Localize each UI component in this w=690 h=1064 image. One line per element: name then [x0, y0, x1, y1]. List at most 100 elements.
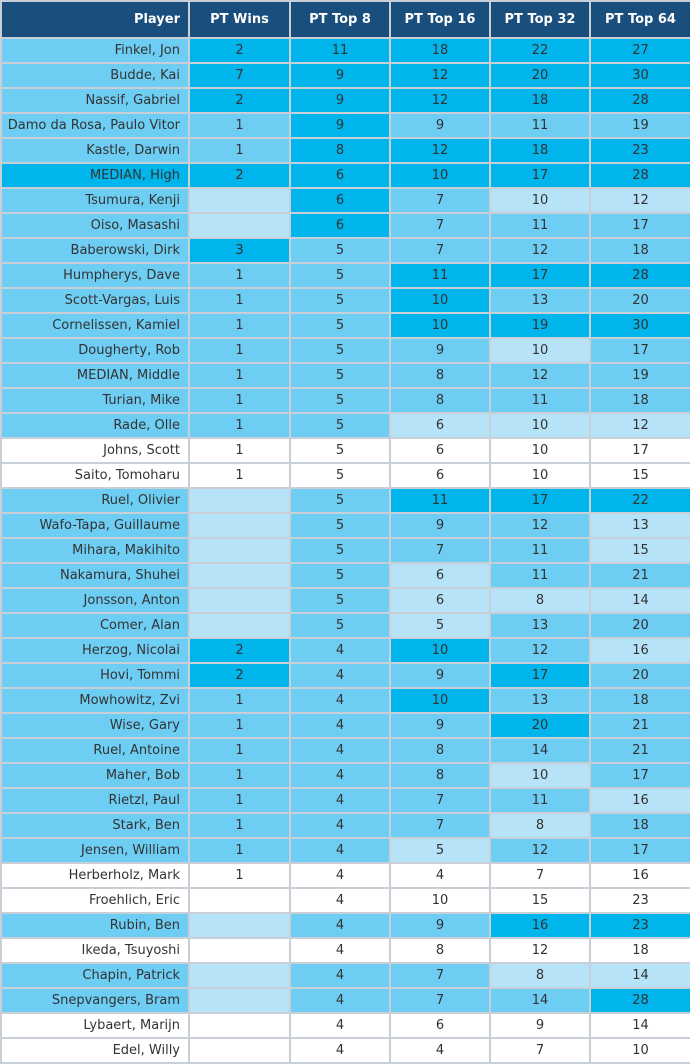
pt-top32-cell: 17 — [489, 262, 591, 289]
pt-top8-cell: 4 — [289, 812, 391, 839]
pt-top64-cell: 20 — [589, 662, 690, 689]
pt-top32-cell: 12 — [489, 937, 591, 964]
pt-top8-cell: 4 — [289, 987, 391, 1014]
pt-top32-cell: 10 — [489, 337, 591, 364]
pt-wins-cell: 1 — [188, 137, 291, 164]
player-name-cell: Stark, Ben — [0, 812, 190, 839]
pt-top64-cell: 21 — [589, 712, 690, 739]
pt-top32-cell: 14 — [489, 987, 591, 1014]
player-column-header[interactable]: Player — [0, 0, 190, 39]
pt-top8-cell: 9 — [289, 62, 391, 89]
table-row: Finkel, Jon 2 11 18 22 27 — [0, 37, 690, 64]
pt-top16-cell: 10 — [389, 312, 491, 339]
table-row: Rietzl, Paul 1 4 7 11 16 — [0, 787, 690, 814]
player-name-cell: Nassif, Gabriel — [0, 87, 190, 114]
pt-top8-cell: 4 — [289, 637, 391, 664]
pt-top8-cell: 5 — [289, 512, 391, 539]
pt-top16-cell: 7 — [389, 962, 491, 989]
pt-wins-cell: 1 — [188, 837, 291, 864]
pt-top8-cell: 4 — [289, 687, 391, 714]
pt-wins-cell: 1 — [188, 312, 291, 339]
pt-top8-cell: 5 — [289, 312, 391, 339]
pt-top32-cell: 9 — [489, 1012, 591, 1039]
pt-top32-cell: 7 — [489, 1037, 591, 1064]
table-row: Johns, Scott 1 5 6 10 17 — [0, 437, 690, 464]
table-row: Oiso, Masashi 6 7 11 17 — [0, 212, 690, 239]
pt-top64-cell: 15 — [589, 537, 690, 564]
pt-top16-cell: 10 — [389, 687, 491, 714]
pt-top32-cell: 12 — [489, 637, 591, 664]
pt-wins-column-header[interactable]: PT Wins — [188, 0, 291, 39]
pt-top16-cell: 12 — [389, 62, 491, 89]
pt-top64-cell: 23 — [589, 137, 690, 164]
player-name-cell: Nakamura, Shuhei — [0, 562, 190, 589]
pt-top64-cell: 16 — [589, 787, 690, 814]
player-name-cell: Herzog, Nicolai — [0, 637, 190, 664]
pt-wins-cell — [188, 962, 291, 989]
pt-top64-cell: 18 — [589, 237, 690, 264]
pt-top8-cell: 4 — [289, 937, 391, 964]
pt-top32-cell: 10 — [489, 187, 591, 214]
player-name-cell: Humpherys, Dave — [0, 262, 190, 289]
pt-top64-cell: 21 — [589, 562, 690, 589]
pt-top64-cell: 22 — [589, 487, 690, 514]
table-row: Ruel, Olivier 5 11 17 22 — [0, 487, 690, 514]
pt-top16-cell: 6 — [389, 587, 491, 614]
pt-top16-cell: 10 — [389, 162, 491, 189]
pt-top8-cell: 5 — [289, 487, 391, 514]
pt-top8-cell: 5 — [289, 612, 391, 639]
player-name-cell: Budde, Kai — [0, 62, 190, 89]
pt-top32-cell: 10 — [489, 437, 591, 464]
pt-top32-cell: 14 — [489, 737, 591, 764]
pt-wins-cell — [188, 987, 291, 1014]
table-row: Maher, Bob 1 4 8 10 17 — [0, 762, 690, 789]
table-row: Jonsson, Anton 5 6 8 14 — [0, 587, 690, 614]
pt-top64-column-header[interactable]: PT Top 64 — [589, 0, 690, 39]
pt-top64-cell: 18 — [589, 812, 690, 839]
pt-wins-cell: 1 — [188, 387, 291, 414]
pt-top8-cell: 5 — [289, 387, 391, 414]
pt-wins-cell — [188, 587, 291, 614]
pt-wins-cell: 1 — [188, 362, 291, 389]
pt-top8-cell: 6 — [289, 162, 391, 189]
pt-top16-cell: 7 — [389, 987, 491, 1014]
table-row: Jensen, William 1 4 5 12 17 — [0, 837, 690, 864]
pt-top8-cell: 6 — [289, 212, 391, 239]
pt-wins-cell — [188, 512, 291, 539]
pt-top8-cell: 4 — [289, 1037, 391, 1064]
pt-top64-cell: 30 — [589, 312, 690, 339]
pt-wins-cell — [188, 887, 291, 914]
player-name-cell: Wise, Gary — [0, 712, 190, 739]
player-name-cell: Ikeda, Tsuyoshi — [0, 937, 190, 964]
player-name-cell: Lybaert, Marijn — [0, 1012, 190, 1039]
pt-top32-cell: 11 — [489, 212, 591, 239]
pt-top32-cell: 13 — [489, 612, 591, 639]
pt-top8-cell: 6 — [289, 187, 391, 214]
pt-top64-cell: 14 — [589, 1012, 690, 1039]
pt-top16-cell: 9 — [389, 112, 491, 139]
pt-top16-cell: 8 — [389, 387, 491, 414]
pt-top32-cell: 12 — [489, 362, 591, 389]
pt-top32-cell: 12 — [489, 237, 591, 264]
pt-wins-cell: 2 — [188, 162, 291, 189]
pt-wins-cell — [188, 1037, 291, 1064]
pt-wins-cell — [188, 912, 291, 939]
pt-top16-column-header[interactable]: PT Top 16 — [389, 0, 491, 39]
table-row: Wise, Gary 1 4 9 20 21 — [0, 712, 690, 739]
pt-top32-column-header[interactable]: PT Top 32 — [489, 0, 591, 39]
pt-top64-cell: 18 — [589, 687, 690, 714]
pt-top64-cell: 17 — [589, 837, 690, 864]
pt-top8-cell: 4 — [289, 712, 391, 739]
pt-top64-cell: 16 — [589, 862, 690, 889]
player-name-cell: MEDIAN, Middle — [0, 362, 190, 389]
player-name-cell: Rade, Olle — [0, 412, 190, 439]
player-name-cell: Maher, Bob — [0, 762, 190, 789]
pt-top8-column-header[interactable]: PT Top 8 — [289, 0, 391, 39]
pt-top16-cell: 4 — [389, 1037, 491, 1064]
pt-top64-cell: 17 — [589, 337, 690, 364]
pt-top8-cell: 4 — [289, 787, 391, 814]
player-name-cell: Baberowski, Dirk — [0, 237, 190, 264]
player-name-cell: Rietzl, Paul — [0, 787, 190, 814]
pt-top32-cell: 8 — [489, 962, 591, 989]
pt-top8-cell: 4 — [289, 962, 391, 989]
